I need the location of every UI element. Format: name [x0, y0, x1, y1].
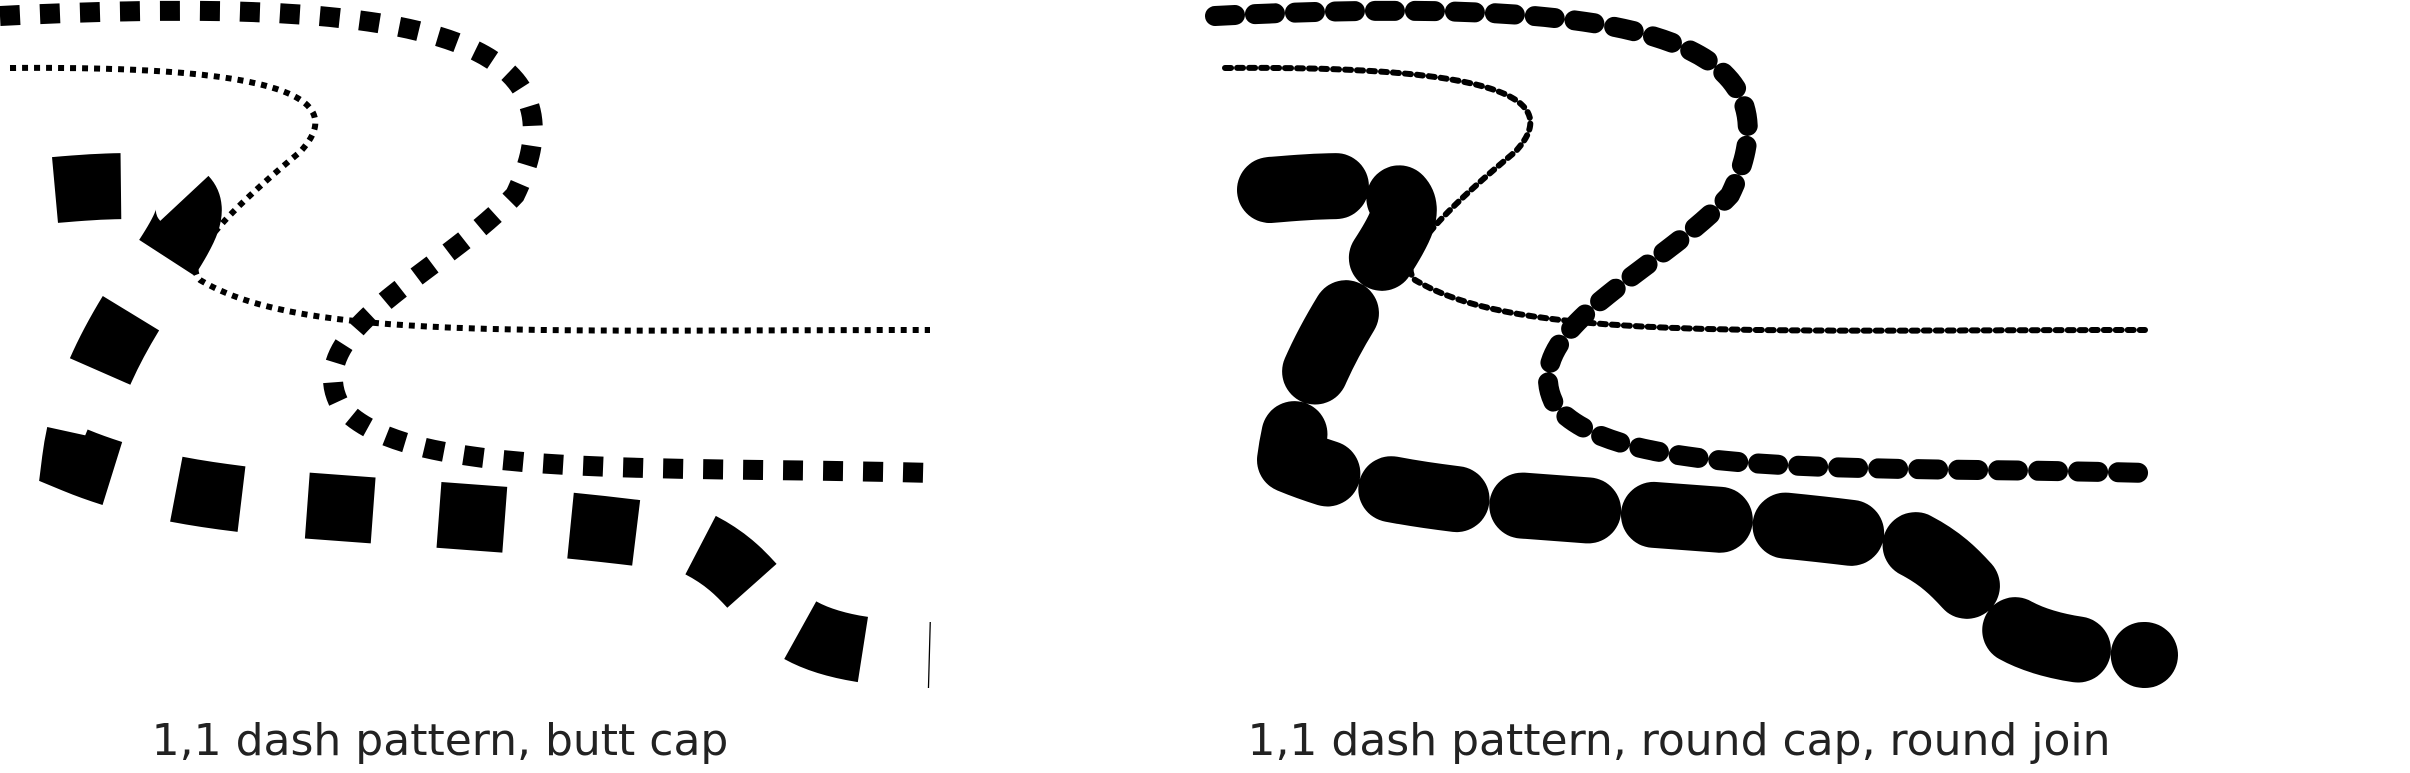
butt-cap-panel: 1,1 dash pattern, butt cap — [0, 0, 931, 766]
thin-dashed-curve — [9, 64, 931, 334]
medium-dashed-curve — [1205, 0, 2155, 483]
thick-dashed-curve — [1237, 153, 2178, 688]
thin-dashed-curve — [1222, 64, 2148, 334]
medium-dashed-curve — [0, 0, 931, 483]
round-cap-panel: 1,1 dash pattern, round cap, round join — [1205, 0, 2178, 766]
thick-dashed-curve — [39, 153, 931, 688]
round-cap-caption: 1,1 dash pattern, round cap, round join — [1247, 715, 2110, 766]
butt-cap-caption: 1,1 dash pattern, butt cap — [152, 715, 729, 766]
